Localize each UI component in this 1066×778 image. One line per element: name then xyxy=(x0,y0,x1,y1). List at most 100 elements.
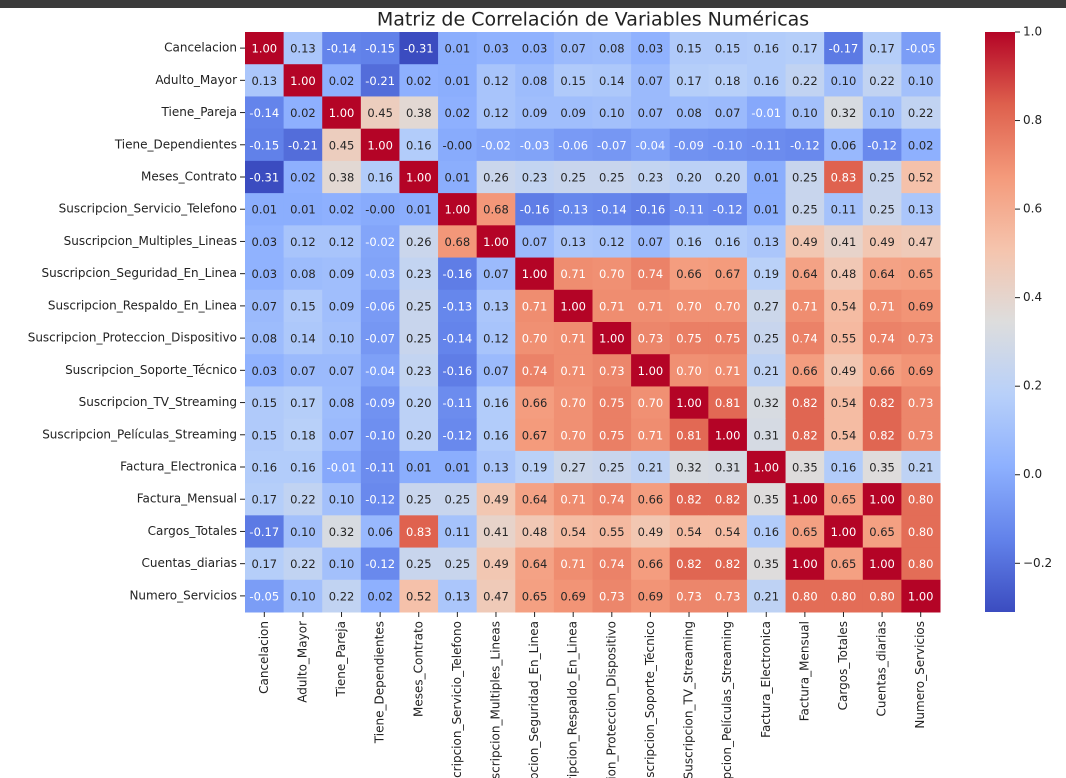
cell-label: 0.23 xyxy=(638,171,664,185)
heatmap-cell xyxy=(322,225,362,259)
x-tick-label: Cuentas_diarias xyxy=(875,621,889,716)
heatmap-cell xyxy=(515,32,555,65)
cell-label: 0.65 xyxy=(792,525,818,539)
heatmap-cell xyxy=(283,257,323,291)
heatmap-cell xyxy=(476,579,516,613)
cell-label: 0.06 xyxy=(367,525,393,539)
heatmap-cell xyxy=(515,225,555,259)
cell-label: 0.02 xyxy=(290,171,316,185)
cell-label: 0.70 xyxy=(522,332,548,346)
cell-label: 0.48 xyxy=(522,525,548,539)
cell-label: 0.01 xyxy=(252,203,278,217)
heatmap-cell xyxy=(515,257,555,291)
heatmap-cell xyxy=(862,386,902,420)
cell-label: 1.00 xyxy=(599,332,625,346)
heatmap-cell xyxy=(862,96,902,130)
heatmap-cell xyxy=(746,160,787,194)
cell-label: 0.10 xyxy=(599,106,625,120)
heatmap-cell xyxy=(245,96,285,130)
cell-label: 0.19 xyxy=(522,461,548,475)
heatmap-cell xyxy=(322,418,362,452)
cell-label: 0.03 xyxy=(483,42,509,56)
cell-label: 0.16 xyxy=(252,461,278,475)
heatmap-cell xyxy=(631,386,671,420)
heatmap-cell xyxy=(901,515,941,549)
cell-label: 0.49 xyxy=(831,364,857,378)
x-tick-label: Suscripcion_Servicio_Telefono xyxy=(450,621,464,778)
cell-label: -0.03 xyxy=(365,267,395,281)
cell-label: 0.66 xyxy=(638,493,664,507)
cell-label: 0.47 xyxy=(483,589,509,603)
heatmap-cell xyxy=(515,450,555,484)
cell-label: 0.08 xyxy=(252,332,278,346)
heatmap-cell xyxy=(553,32,593,65)
heatmap-cell xyxy=(399,354,439,387)
heatmap-cell xyxy=(708,450,748,484)
cell-label: 0.17 xyxy=(792,42,818,56)
cell-label: 1.00 xyxy=(753,461,779,475)
heatmap-cell xyxy=(399,96,439,130)
colorbar-tick-label: 1.0 xyxy=(1023,25,1042,39)
cell-label: 0.38 xyxy=(406,106,432,120)
heatmap-cell xyxy=(399,193,439,226)
y-tick-label: Suscripcion_Seguridad_En_Linea xyxy=(42,266,237,280)
cell-label: 1.00 xyxy=(406,171,432,185)
cell-label: -0.06 xyxy=(558,138,588,152)
cell-label: -0.06 xyxy=(365,299,395,313)
colorbar-tick-label: 0.8 xyxy=(1023,113,1042,127)
heatmap-cell xyxy=(862,354,902,387)
heatmap-cell xyxy=(476,96,516,130)
heatmap-cell xyxy=(322,64,362,97)
cell-label: 0.80 xyxy=(831,589,857,603)
cell-label: 0.12 xyxy=(483,106,509,120)
heatmap-cell xyxy=(283,547,323,581)
heatmap-cell xyxy=(746,579,787,613)
cell-label: -0.13 xyxy=(442,299,472,313)
heatmap-cell xyxy=(283,289,323,323)
cell-label: 0.20 xyxy=(406,396,432,410)
cell-label: 0.31 xyxy=(715,461,741,475)
cell-label: 0.66 xyxy=(522,396,548,410)
cell-label: 0.66 xyxy=(638,557,664,571)
heatmap-cell xyxy=(862,547,902,581)
heatmap-cell xyxy=(901,289,941,323)
cell-label: 0.10 xyxy=(290,525,316,539)
heatmap-cell xyxy=(476,450,516,484)
cell-label: 0.16 xyxy=(753,42,779,56)
cell-label: 0.32 xyxy=(831,106,857,120)
heatmap-cell xyxy=(746,257,787,291)
heatmap-cell xyxy=(824,354,864,387)
cell-label: -0.15 xyxy=(249,138,279,152)
heatmap-cell xyxy=(669,515,709,549)
heatmap-cell xyxy=(515,193,555,226)
heatmap-cell xyxy=(399,483,439,516)
heatmap-cell xyxy=(438,322,478,355)
heatmap-cell xyxy=(746,289,787,323)
heatmap-cell xyxy=(901,354,941,387)
cell-label: 0.01 xyxy=(753,203,779,217)
cell-label: 0.81 xyxy=(676,428,702,442)
heatmap-cell xyxy=(360,579,400,613)
cell-label: 1.00 xyxy=(252,42,278,56)
heatmap-cell xyxy=(862,322,902,355)
heatmap-cell xyxy=(708,386,748,420)
cell-label: 0.70 xyxy=(599,267,625,281)
heatmap-cell xyxy=(322,289,362,323)
y-tick-label: Adulto_Mayor xyxy=(155,73,237,87)
cell-label: -0.09 xyxy=(365,396,395,410)
cell-label: -0.11 xyxy=(365,461,395,475)
cell-label: 0.17 xyxy=(869,42,895,56)
cell-label: 0.12 xyxy=(483,74,509,88)
heatmap-cell xyxy=(746,32,787,65)
heatmap-cell xyxy=(592,386,632,420)
heatmap-cell xyxy=(592,418,632,452)
cell-label: 0.73 xyxy=(908,396,934,410)
cell-label: 0.27 xyxy=(560,461,586,475)
heatmap-cell xyxy=(360,547,400,581)
colorbar-tick-label: 0.2 xyxy=(1023,379,1042,393)
cell-label: 0.22 xyxy=(290,557,316,571)
cell-label: 0.13 xyxy=(753,235,779,249)
heatmap-cell xyxy=(476,225,516,259)
cell-label: 0.20 xyxy=(715,171,741,185)
cell-label: -0.02 xyxy=(365,235,395,249)
